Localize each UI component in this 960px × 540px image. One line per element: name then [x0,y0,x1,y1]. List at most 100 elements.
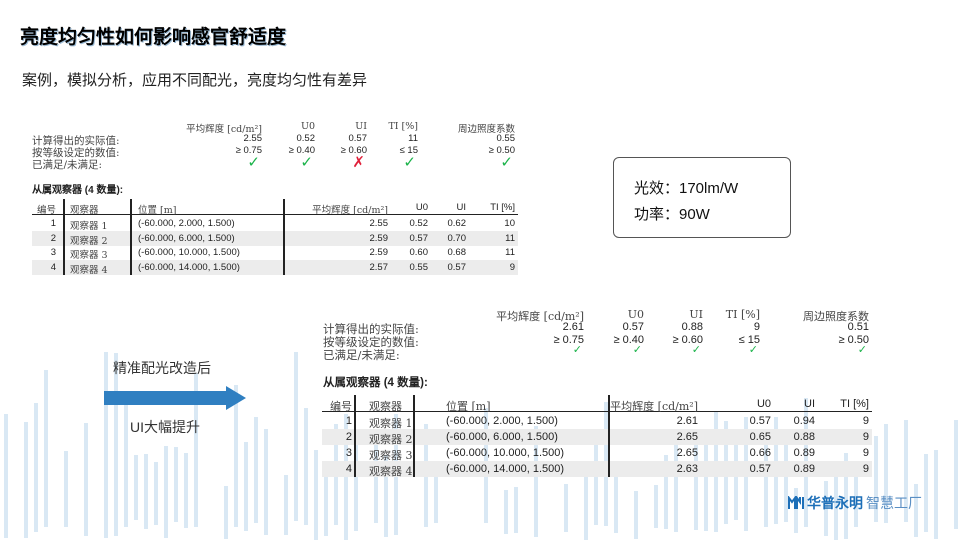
summary-value: 0.57 [348,133,368,144]
background-bar [564,484,568,532]
background-bar [84,423,88,537]
table-cell: 2.57 [369,262,389,273]
summary-value: ≥ 0.60 [340,145,367,156]
table-cell: 1 [345,415,352,427]
table-cell: 9 [862,447,869,459]
background-bar [144,454,148,530]
summary-column-header: U0 [627,308,644,321]
table-cell: 0.57 [749,415,771,427]
summary-row-label: 按等级设定的数值: [32,147,120,159]
table-cell: (-60.000, 14.000, 1.500) [138,262,240,273]
background-bar [284,474,288,535]
summary-column-header: 平均辉度 [cd/m²] [496,310,584,323]
table-column-header: UI [804,398,815,410]
table-cell: 4 [50,262,56,273]
table-cell: 0.60 [409,247,429,258]
background-bar [534,426,538,538]
row-stripe [322,429,872,445]
row-stripe [32,260,518,275]
summary-value: ≥ 0.60 [672,334,703,346]
table-cell: 3 [50,247,56,258]
table-cell: 1 [50,218,56,229]
background-bar [164,445,168,539]
column-divider [354,395,356,477]
logo-sub: 智慧工厂 [866,495,922,511]
logo-mark-icon [788,496,804,509]
table-cell: 0.68 [447,247,467,258]
background-bar [914,483,918,537]
background-bar [224,485,228,540]
table-cell: 2.59 [369,247,389,258]
table-cell: 0.57 [749,463,771,475]
table-cell: 观察器 2 [70,236,108,247]
right-arrow-icon [104,386,246,410]
check-icon: ✓ [632,344,642,356]
table-column-header: 观察器 [70,205,99,216]
summary-value: ≤ 15 [738,334,760,346]
table-column-header: 平均辉度 [cd/m²] [312,205,388,216]
header-rule [32,214,518,215]
summary-value: ≥ 0.50 [488,145,515,156]
background-bar [824,480,828,536]
table-cell: 0.94 [793,415,815,427]
summary-value: 9 [753,321,760,333]
table-cell: 2.61 [676,415,698,427]
table-cell: 11 [505,233,515,244]
background-bar [134,454,138,521]
summary-value: 0.52 [296,133,316,144]
summary-value: ≥ 0.75 [235,145,262,156]
table-cell: 2 [50,233,56,244]
background-bar [174,446,178,523]
summary-column-header: 周边照度系数 [803,310,869,323]
table-cell: 0.89 [793,447,815,459]
check-icon: ✓ [857,344,867,356]
check-icon: ✓ [300,154,313,171]
table-cell: 3 [345,447,352,459]
table-cell: 观察器 1 [70,221,108,232]
background-bar [514,487,518,533]
summary-value: 2.61 [562,321,584,333]
background-bar [854,470,858,527]
background-bar [764,437,768,527]
background-bar [234,384,238,528]
info-box: 光效：170lm/W 功率：90W [613,157,791,238]
logo-brand: 华普永明 [807,495,863,511]
row-stripe [32,231,518,246]
background-bar [794,487,798,533]
table-column-header: 平均辉度 [cd/m²] [610,400,698,413]
table-cell: 10 [504,218,515,229]
table-column-header: 位置 [m] [446,400,491,413]
table-cell: 9 [509,262,515,273]
background-bar [114,352,118,537]
background-bar [504,489,508,535]
table-cell: (-60.000, 10.000, 1.500) [446,447,565,459]
background-bar [954,420,958,529]
background-bar [64,451,68,527]
table-column-header: 编号 [330,400,352,413]
background-bar [34,403,38,532]
summary-value: ≤ 15 [399,145,418,156]
table-column-header: 观察器 [369,400,402,413]
column-divider [283,199,285,275]
table-cell: (-60.000, 2.000, 1.500) [138,218,235,229]
check-icon: ✓ [247,154,260,171]
background-bar [24,422,28,539]
table-column-header: 编号 [36,205,56,216]
background-bar [384,455,388,538]
summary-value: ≥ 0.75 [553,334,584,346]
background-bar [254,417,258,524]
table-cell: 9 [862,463,869,475]
table-column-header: TI [%] [840,398,869,410]
background-bar [704,429,708,531]
background-bar [434,462,438,524]
check-icon: ✓ [748,344,758,356]
table-cell: (-60.000, 10.000, 1.500) [138,247,240,258]
background-bar [154,461,158,525]
table-cell: 2.55 [369,218,389,229]
cross-icon: ✗ [352,154,365,171]
background-bar [304,407,308,526]
table-column-header: U0 [756,398,771,410]
background-bar [874,436,878,522]
background-bar [664,455,668,530]
summary-column-header: 周边照度系数 [457,124,515,135]
